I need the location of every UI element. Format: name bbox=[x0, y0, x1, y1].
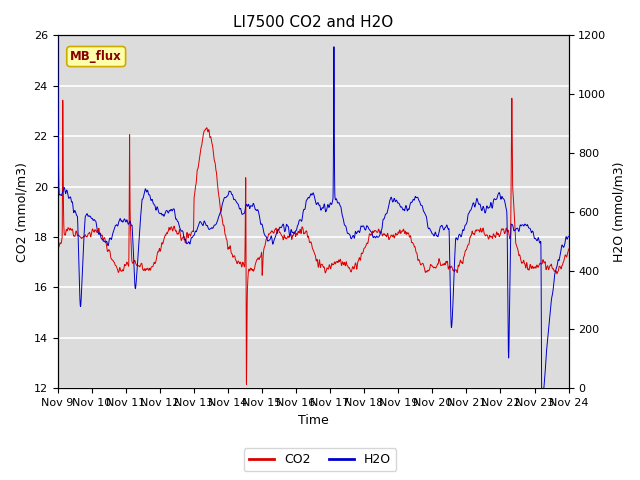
X-axis label: Time: Time bbox=[298, 414, 328, 427]
Title: LI7500 CO2 and H2O: LI7500 CO2 and H2O bbox=[233, 15, 393, 30]
Legend: CO2, H2O: CO2, H2O bbox=[244, 448, 396, 471]
Y-axis label: CO2 (mmol/m3): CO2 (mmol/m3) bbox=[15, 162, 28, 262]
Text: MB_flux: MB_flux bbox=[70, 50, 122, 63]
Y-axis label: H2O (mmol/m3): H2O (mmol/m3) bbox=[612, 162, 625, 262]
